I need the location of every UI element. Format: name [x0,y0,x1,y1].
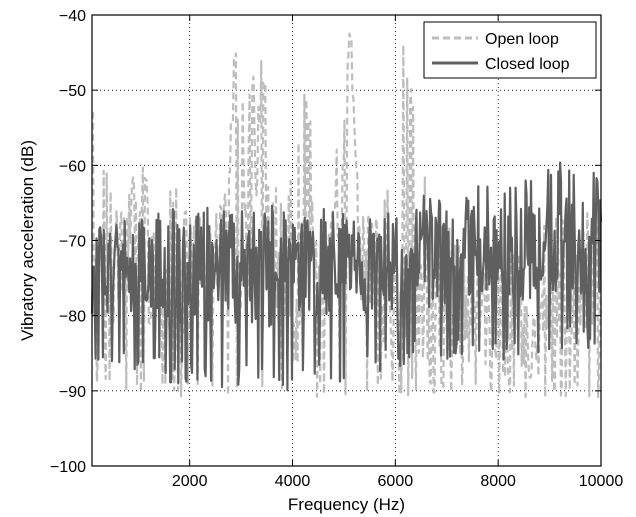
series-layer [90,32,603,399]
x-tick-label-1: 4000 [275,473,311,490]
x-tick-label-0: 2000 [172,473,208,490]
x-axis-label: Frequency (Hz) [288,495,405,514]
y-tick-label-4: −60 [59,158,86,175]
legend-entry-open-loop: Open loop [485,31,559,48]
legend-box [423,21,597,79]
tick-layer [92,14,602,467]
y-tick-label-2: −80 [59,309,86,326]
y-tick-label-5: −50 [59,83,86,100]
x-tick-label-4: 10000 [579,473,624,490]
y-tick-label-3: −70 [59,234,86,251]
y-tick-label-6: −40 [59,8,86,25]
y-tick-label-0: −100 [50,459,86,476]
y-axis-label: Vibratory acceleration (dB) [18,140,37,341]
tick-label-layer: 2000 4000 6000 8000 10000 −100 −90 −80 −70 −60 −50… [50,8,623,490]
legend-entry-closed-loop: Closed loop [485,56,570,73]
y-tick-label-1: −90 [59,384,86,401]
legend: Open loop Closed loop [423,21,597,79]
x-tick-label-3: 8000 [480,473,516,490]
series-line-closed-loop [90,161,603,392]
x-tick-label-2: 6000 [378,473,414,490]
